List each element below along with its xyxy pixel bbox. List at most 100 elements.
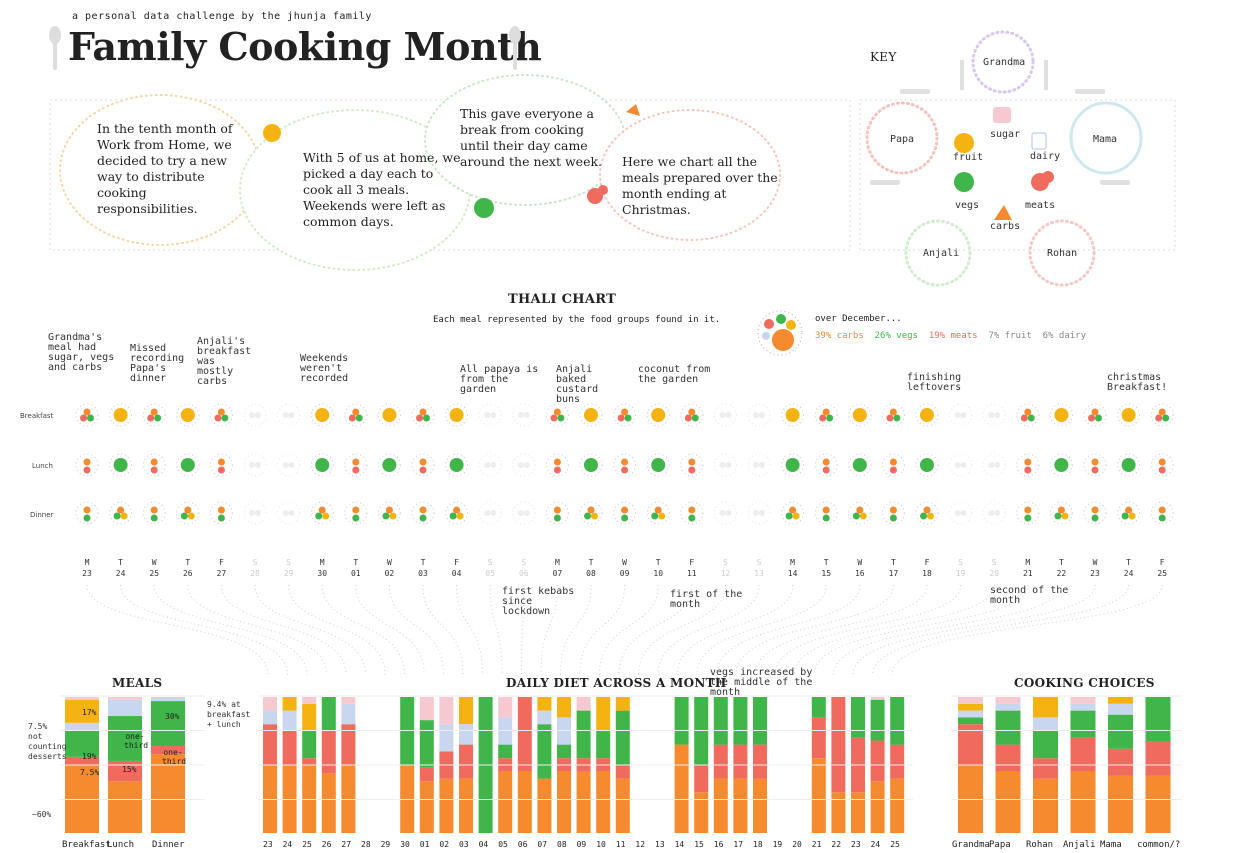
x-tick-label: 09 bbox=[576, 840, 587, 849]
x-tick-label: Rohan bbox=[1026, 840, 1054, 850]
bar-segment-vegs bbox=[753, 697, 767, 745]
bar-segment-sugar bbox=[65, 697, 99, 700]
bar-segment-vegs bbox=[615, 710, 630, 765]
bar-segment-meats bbox=[341, 724, 356, 765]
x-tick-label: Breakfast bbox=[62, 840, 111, 850]
spoon-icon bbox=[509, 26, 521, 70]
day-number: 06 bbox=[519, 569, 529, 578]
key-papa: Papa bbox=[890, 134, 915, 145]
thali-plate bbox=[814, 501, 838, 525]
x-tick-label: 21 bbox=[811, 840, 822, 849]
note-second-month: second of the month bbox=[990, 585, 1069, 606]
thali-plate bbox=[781, 403, 805, 427]
bar-segment-carbs bbox=[151, 754, 185, 833]
thali-plate bbox=[344, 501, 368, 525]
x-tick-label: Papa bbox=[989, 840, 1011, 850]
bar-segment-fruit bbox=[557, 697, 571, 718]
stat-dairy: 6% dairy bbox=[1042, 331, 1087, 341]
day-letter: T bbox=[421, 558, 426, 567]
thali-plate bbox=[512, 453, 536, 477]
bar-segment-vegs bbox=[557, 744, 571, 759]
bar-segment-fruit bbox=[958, 703, 983, 711]
bar-segment-fruit bbox=[459, 697, 473, 725]
bar-segment-carbs bbox=[831, 792, 846, 833]
bar-segment-dairy bbox=[341, 703, 356, 725]
thali-plate bbox=[1016, 453, 1040, 477]
bar-segment-meats bbox=[615, 765, 630, 779]
thali-plate bbox=[781, 453, 805, 477]
bar-segment-carbs bbox=[1108, 775, 1133, 833]
cooking-chart bbox=[952, 695, 1182, 833]
key-carbs: carbs bbox=[990, 221, 1021, 232]
bar-segment-vegs bbox=[713, 697, 728, 745]
x-tick-label: 10 bbox=[596, 840, 606, 849]
thali-plate bbox=[445, 501, 469, 525]
meals-label-dvegs: 30% bbox=[165, 712, 180, 721]
connector-line bbox=[120, 584, 288, 676]
bar-segment-carbs bbox=[615, 778, 630, 833]
bar-segment-vegs bbox=[498, 744, 513, 759]
x-tick-label: Grandma bbox=[952, 840, 990, 850]
day-letter: S bbox=[958, 558, 963, 567]
meals-label-lvegs: one-third bbox=[124, 732, 149, 750]
thali-plate bbox=[747, 453, 771, 477]
thali-plate bbox=[646, 403, 670, 427]
day-number: 03 bbox=[418, 569, 428, 578]
connector-line bbox=[794, 584, 995, 676]
connector-line bbox=[489, 584, 503, 676]
x-tick-label: 14 bbox=[674, 840, 685, 849]
note-papaya: All papaya is from the garden bbox=[460, 364, 539, 395]
x-tick-label: 23 bbox=[851, 840, 861, 849]
bar-segment-meats bbox=[108, 760, 142, 782]
thali-plate bbox=[411, 453, 435, 477]
bar-segment-sugar bbox=[419, 697, 434, 721]
spoon-icon bbox=[49, 26, 61, 70]
connector-line bbox=[540, 584, 558, 676]
day-letter: T bbox=[824, 558, 829, 567]
x-tick-label: 13 bbox=[655, 840, 665, 849]
bar-segment-vegs bbox=[537, 724, 552, 779]
key-mama: Mama bbox=[1093, 134, 1118, 145]
thali-plate bbox=[579, 453, 603, 477]
day-number: 12 bbox=[721, 569, 731, 578]
thali-plate bbox=[545, 403, 569, 427]
stat-carbs: 39% carbs bbox=[815, 331, 864, 341]
x-tick-label: 22 bbox=[831, 840, 842, 849]
stat-meats: 19% meats bbox=[928, 331, 978, 341]
day-letter: T bbox=[656, 558, 661, 567]
connector-line bbox=[735, 584, 894, 676]
day-number: 16 bbox=[855, 569, 865, 578]
thali-plate bbox=[949, 453, 973, 477]
day-letter: F bbox=[925, 558, 930, 567]
day-letter: W bbox=[152, 558, 157, 567]
day-letter: S bbox=[488, 558, 493, 567]
note-first-month: first of the month bbox=[670, 589, 743, 610]
thali-plate bbox=[646, 501, 670, 525]
thali-plate bbox=[881, 453, 905, 477]
x-tick-label: 12 bbox=[635, 840, 646, 849]
bar-segment-carbs bbox=[596, 771, 611, 833]
thali-plate bbox=[176, 501, 200, 525]
thali-plate bbox=[310, 453, 334, 477]
bar-segment-dairy bbox=[459, 724, 473, 745]
x-tick-label: 24 bbox=[282, 840, 293, 849]
thali-plate bbox=[680, 501, 704, 525]
key-anjali: Anjali bbox=[923, 248, 960, 259]
bar-segment-sugar bbox=[108, 697, 142, 700]
thali-plate bbox=[613, 403, 637, 427]
bar-segment-carbs bbox=[108, 781, 142, 833]
bar-segment-fruit bbox=[596, 697, 611, 731]
bar-segment-meats bbox=[1145, 741, 1171, 776]
thali-plate bbox=[1016, 501, 1040, 525]
thali-plate bbox=[411, 403, 435, 427]
bar-segment-carbs bbox=[419, 781, 434, 833]
bar-segment-vegs bbox=[733, 697, 748, 745]
thali-plate bbox=[344, 403, 368, 427]
meals-title: MEALS bbox=[112, 676, 163, 690]
day-number: 07 bbox=[553, 569, 563, 578]
bar-segment-vegs bbox=[674, 697, 689, 745]
thali-plate bbox=[1083, 501, 1107, 525]
bar-segment-carbs bbox=[713, 778, 728, 833]
bar-segment-dairy bbox=[108, 699, 142, 717]
bar-segment-vegs bbox=[1070, 710, 1096, 738]
